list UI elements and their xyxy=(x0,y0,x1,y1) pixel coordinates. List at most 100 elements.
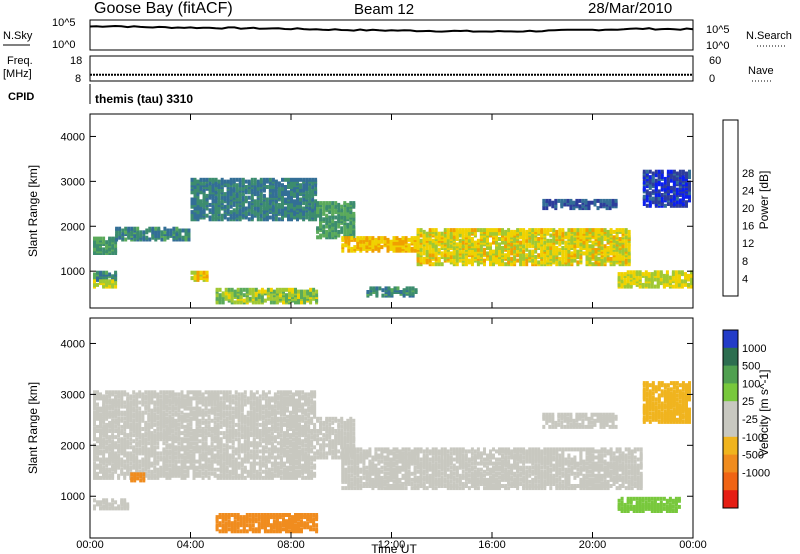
power-cell xyxy=(495,228,498,233)
power-cell xyxy=(537,260,541,265)
power-cell xyxy=(305,177,309,182)
power-cell xyxy=(473,231,477,236)
power-cell xyxy=(319,211,323,216)
power-cell xyxy=(244,195,248,200)
power-cell xyxy=(220,217,224,222)
velocity-cell xyxy=(102,431,106,436)
velocity-cell xyxy=(216,422,220,427)
velocity-cell xyxy=(93,469,96,474)
velocity-cell xyxy=(162,420,166,425)
velocity-cell xyxy=(174,420,178,425)
power-cell xyxy=(196,199,200,204)
velocity-cell xyxy=(252,392,256,397)
power-cell xyxy=(470,260,474,265)
velocity-cell xyxy=(150,414,154,419)
power-cell xyxy=(142,235,146,240)
velocity-cell xyxy=(108,443,112,448)
velocity-cell xyxy=(177,396,181,401)
velocity-cell xyxy=(105,404,109,409)
power-cell xyxy=(256,192,260,197)
power-cell xyxy=(196,217,200,222)
power-cell xyxy=(416,246,420,250)
power-cell xyxy=(235,177,239,182)
power-cell xyxy=(148,226,152,231)
velocity-cell xyxy=(201,437,205,442)
velocity-cell xyxy=(264,392,268,397)
power-cell xyxy=(127,226,131,231)
velocity-cell xyxy=(252,420,256,425)
power-cell xyxy=(337,202,341,207)
velocity-cell xyxy=(267,398,271,403)
power-cell xyxy=(302,201,306,206)
power-cell xyxy=(399,290,403,294)
power-cell xyxy=(331,201,335,206)
power-cell xyxy=(564,240,568,245)
power-cell xyxy=(522,249,526,254)
velocity-cell xyxy=(273,473,277,478)
velocity-cell xyxy=(129,453,133,458)
power-cell xyxy=(582,251,586,256)
velocity-cell xyxy=(258,404,262,409)
velocity-cell xyxy=(177,412,181,417)
velocity-cell xyxy=(141,467,145,472)
power-cell xyxy=(674,277,678,282)
velocity-cell xyxy=(213,459,217,464)
velocity-cell xyxy=(144,465,148,470)
power-cell xyxy=(202,208,206,213)
velocity-cell xyxy=(156,420,160,425)
velocity-cell xyxy=(189,465,193,470)
velocity-cell xyxy=(192,410,196,415)
power-cell xyxy=(416,262,420,267)
velocity-cell xyxy=(189,435,193,440)
power-cell xyxy=(130,230,134,235)
power-cell xyxy=(211,183,215,188)
power-cell xyxy=(663,176,667,181)
velocity-cell xyxy=(207,402,211,407)
velocity-cell xyxy=(180,404,184,409)
power-cell xyxy=(653,284,657,289)
power-cell xyxy=(567,244,571,249)
velocity-cell xyxy=(132,439,136,444)
velocity-cell xyxy=(117,408,121,413)
power-cell xyxy=(315,293,319,298)
velocity-cell xyxy=(258,459,262,464)
velocity-cell xyxy=(192,396,196,401)
power-cell xyxy=(217,183,221,188)
velocity-cell xyxy=(258,465,262,470)
power-cell xyxy=(352,211,356,216)
colorbar-tick-label: 20 xyxy=(742,203,754,215)
velocity-cell xyxy=(225,447,229,452)
velocity-cell xyxy=(210,443,214,448)
velocity-cell xyxy=(147,414,151,419)
velocity-cell xyxy=(183,445,187,450)
velocity-cell xyxy=(207,392,211,397)
velocity-cell xyxy=(261,447,265,452)
velocity-cell xyxy=(216,453,220,458)
velocity-cell xyxy=(240,459,244,464)
velocity-cell xyxy=(192,447,196,452)
velocity-cell xyxy=(177,453,181,458)
power-cell xyxy=(605,206,609,211)
power-cell xyxy=(629,281,633,286)
velocity-cell xyxy=(153,469,157,474)
power-cell xyxy=(344,243,348,248)
velocity-cell xyxy=(129,394,133,399)
power-cell xyxy=(346,222,350,227)
power-cell xyxy=(218,287,222,292)
power-cell xyxy=(311,185,315,189)
power-cell xyxy=(573,228,577,233)
velocity-cell xyxy=(183,465,187,470)
velocity-cell xyxy=(162,392,166,397)
velocity-cell xyxy=(96,475,99,480)
power-cell xyxy=(214,204,218,209)
velocity-cell xyxy=(102,424,106,429)
velocity-cell xyxy=(135,422,139,427)
velocity-cell xyxy=(108,404,112,409)
power-cell xyxy=(245,287,249,292)
power-cell xyxy=(241,192,245,197)
velocity-cell xyxy=(138,443,142,448)
velocity-cell xyxy=(264,418,268,423)
velocity-cell xyxy=(246,431,250,436)
power-cell xyxy=(256,202,260,207)
velocity-cell xyxy=(129,404,133,409)
